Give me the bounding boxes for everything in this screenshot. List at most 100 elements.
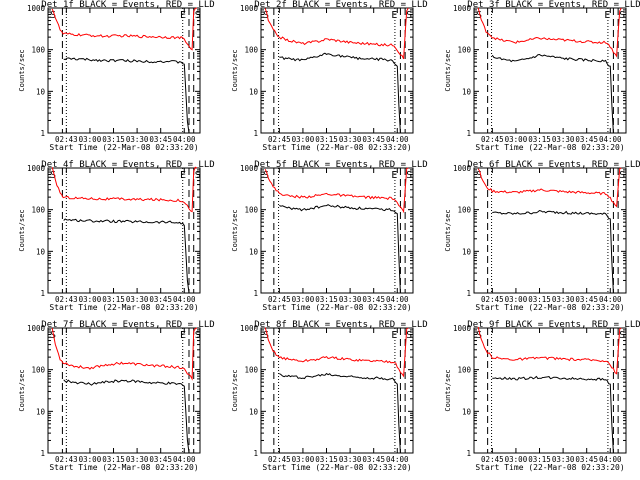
x-tick-label: 03:45	[149, 295, 172, 304]
x-tick-label: 02:43	[55, 135, 78, 144]
x-axis-label: Start Time (22-Mar-08 02:33:20)	[262, 143, 411, 152]
x-tick-label: 03:15	[528, 135, 551, 144]
x-tick-label: 03:45	[362, 455, 385, 464]
interval-marker-s: S	[619, 330, 625, 341]
interval-marker-s: S	[263, 170, 269, 181]
x-tick-label: 04:00	[599, 455, 622, 464]
x-tick-label: 03:15	[315, 135, 338, 144]
y-tick-label: 1000	[27, 4, 46, 13]
lld-red-trace	[477, 326, 622, 375]
panel-det-1f: Det 1f BLACK = Events, RED = LLD 1 10 100 10…	[18, 0, 215, 152]
y-tick-label: 10	[36, 407, 46, 416]
x-tick-label: 04:00	[599, 295, 622, 304]
x-tick-label: 04:00	[173, 295, 196, 304]
interval-marker-e: E	[604, 170, 610, 181]
interval-marker-e: E	[180, 330, 186, 341]
x-tick-label: 02:43	[55, 455, 78, 464]
x-tick-label: 04:00	[386, 455, 409, 464]
y-tick-label: 100	[31, 206, 45, 215]
y-tick-label: 100	[244, 46, 258, 55]
plot-frame	[473, 7, 627, 134]
x-axis-label: Start Time (22-Mar-08 02:33:20)	[49, 143, 198, 152]
x-tick-label: 03:00	[292, 295, 315, 304]
x-axis-label: Start Time (22-Mar-08 02:33:20)	[475, 303, 624, 312]
interval-marker-s: S	[619, 10, 625, 21]
y-tick-label: 10	[462, 407, 472, 416]
panel-det-4f: Det 4f BLACK = Events, RED = LLD 1 10 100 10…	[18, 160, 215, 312]
panel-det-8f: Det 8f BLACK = Events, RED = LLD 1 10 100 10…	[231, 320, 428, 472]
x-tick-label: 03:45	[362, 295, 385, 304]
y-tick-label: 100	[31, 46, 45, 55]
x-tick-label: 03:15	[315, 455, 338, 464]
plot-frame	[473, 167, 627, 294]
interval-marker-e: E	[180, 10, 186, 21]
x-tick-label: 03:30	[339, 295, 362, 304]
lld-red-trace	[264, 327, 409, 378]
y-tick-label: 10	[36, 87, 46, 96]
x-tick-label: 03:00	[79, 295, 102, 304]
x-axis-label: Start Time (22-Mar-08 02:33:20)	[262, 303, 411, 312]
x-tick-label: 03:45	[575, 455, 598, 464]
y-tick-label: 1000	[453, 4, 472, 13]
x-tick-label: 03:45	[575, 295, 598, 304]
x-tick-label: 02:45	[481, 295, 504, 304]
y-tick-label: 1	[253, 449, 258, 458]
x-tick-label: 03:00	[505, 135, 528, 144]
y-tick-label: 1	[466, 449, 471, 458]
y-tick-label: 1000	[240, 164, 259, 173]
lld-red-trace	[264, 167, 409, 214]
y-tick-label: 10	[249, 407, 259, 416]
y-tick-label: 10	[462, 247, 472, 256]
x-tick-label: 03:45	[149, 135, 172, 144]
y-axis-label: Counts/sec	[444, 369, 452, 411]
x-tick-label: 04:00	[173, 135, 196, 144]
plot-frame	[47, 327, 201, 454]
x-tick-label: 02:45	[268, 135, 291, 144]
x-tick-label: 03:30	[552, 455, 575, 464]
y-axis-label: Counts/sec	[444, 209, 452, 251]
y-tick-label: 1000	[453, 324, 472, 333]
y-tick-label: 1000	[27, 324, 46, 333]
events-black-trace	[492, 375, 614, 454]
x-tick-label: 03:30	[552, 295, 575, 304]
plot-frame	[47, 167, 201, 294]
panel-det-3f: Det 3f BLACK = Events, RED = LLD 1 10 100 10…	[444, 0, 640, 152]
plot-frame	[473, 327, 627, 454]
panel-det-5f: Det 5f BLACK = Events, RED = LLD 1 10 100 10…	[231, 160, 428, 312]
interval-marker-s: S	[263, 330, 269, 341]
y-tick-label: 1	[40, 449, 45, 458]
x-tick-label: 02:45	[268, 295, 291, 304]
x-tick-label: 04:00	[386, 295, 409, 304]
y-tick-label: 1	[253, 289, 258, 298]
interval-marker-e: E	[604, 10, 610, 21]
x-tick-label: 03:00	[292, 135, 315, 144]
y-tick-label: 10	[249, 87, 259, 96]
lld-red-trace	[51, 7, 198, 51]
y-tick-label: 100	[244, 206, 258, 215]
y-tick-label: 100	[457, 366, 471, 375]
y-tick-label: 100	[244, 366, 258, 375]
y-tick-label: 1	[40, 289, 45, 298]
interval-marker-e: E	[391, 330, 397, 341]
y-axis-label: Counts/sec	[231, 209, 239, 251]
y-axis-label: Counts/sec	[231, 49, 239, 91]
events-black-trace	[492, 209, 614, 294]
lld-red-trace	[477, 167, 622, 208]
y-tick-label: 1	[466, 129, 471, 138]
lld-red-trace	[264, 7, 409, 60]
events-black-trace	[491, 53, 614, 134]
panel-det-7f: Det 7f BLACK = Events, RED = LLD 1 10 100 10…	[18, 320, 215, 472]
y-tick-label: 10	[36, 247, 46, 256]
panel-title: Det 5f BLACK = Events, RED = LLD	[254, 160, 427, 170]
x-tick-label: 04:00	[173, 455, 196, 464]
y-tick-label: 10	[249, 247, 259, 256]
lld-red-trace	[51, 166, 198, 213]
interval-marker-s: S	[195, 330, 201, 341]
x-tick-label: 04:00	[599, 135, 622, 144]
interval-marker-s: S	[476, 170, 482, 181]
x-axis-label: Start Time (22-Mar-08 02:33:20)	[49, 463, 198, 472]
panel-title: Det 1f BLACK = Events, RED = LLD	[41, 0, 214, 10]
panel-title: Det 2f BLACK = Events, RED = LLD	[254, 0, 427, 10]
x-tick-label: 03:00	[505, 455, 528, 464]
